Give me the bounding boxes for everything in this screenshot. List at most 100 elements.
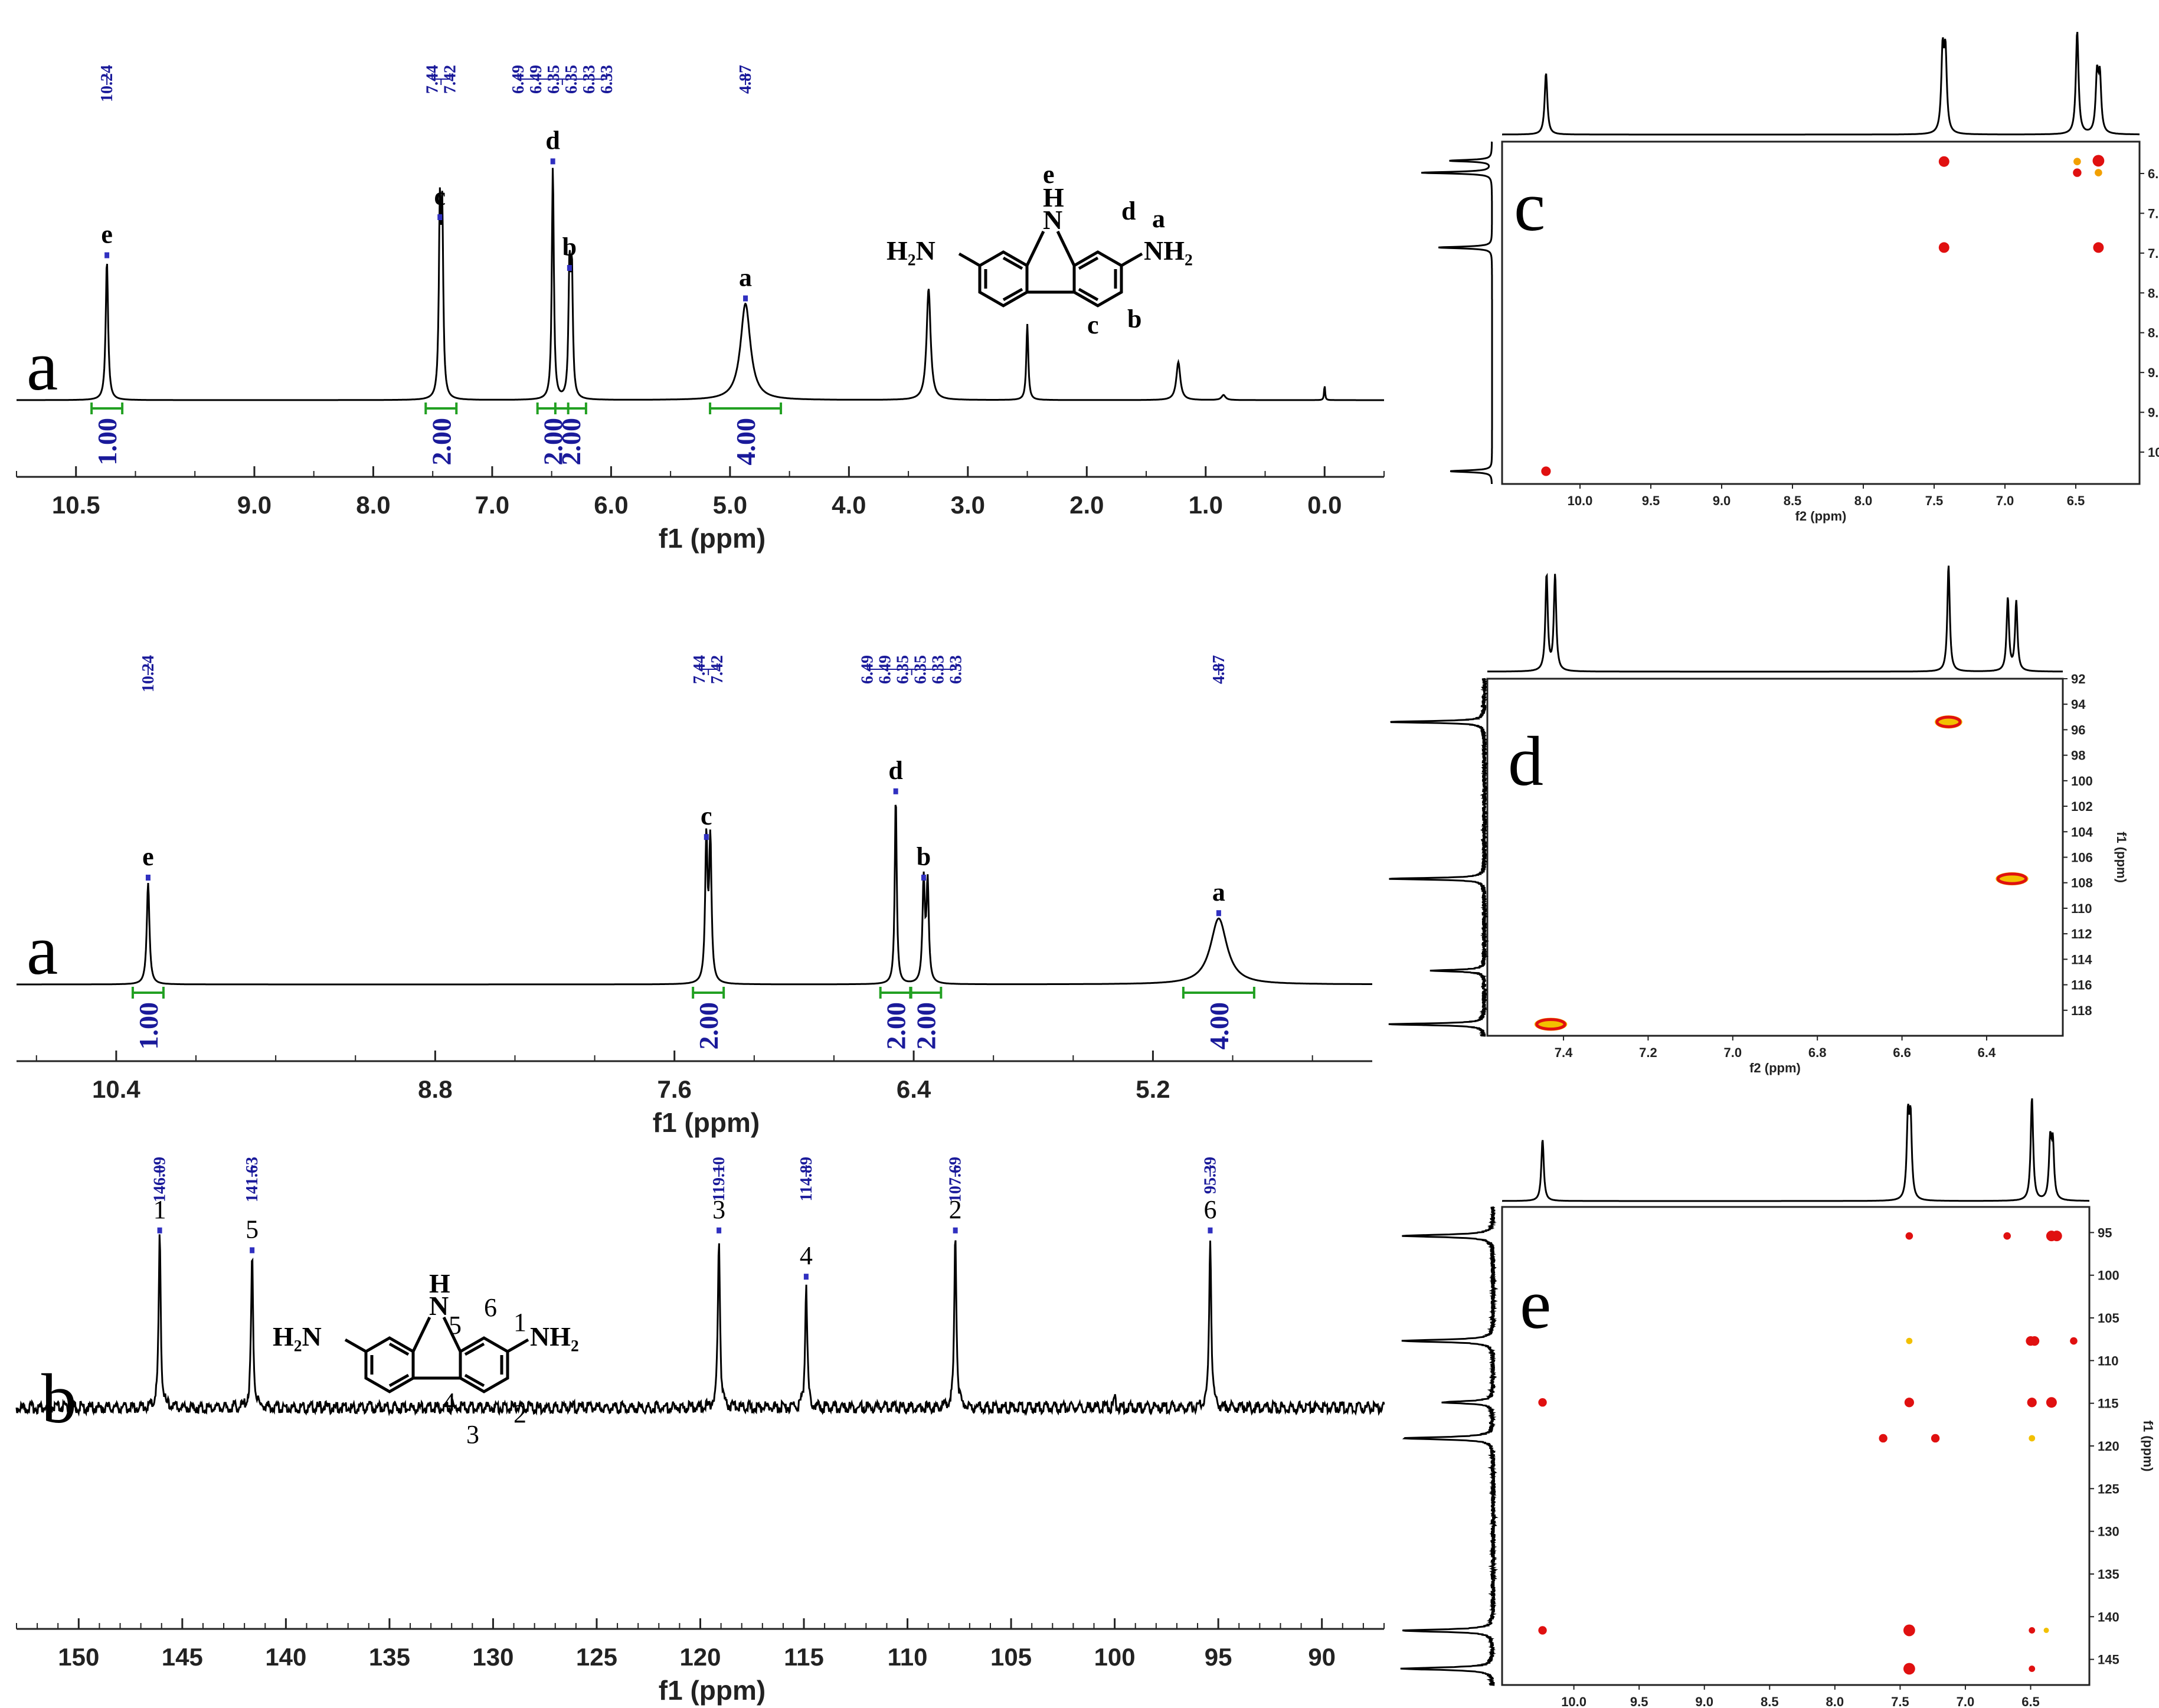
x-tick-label: 105 <box>990 1643 1032 1671</box>
left-projection <box>1388 678 1490 1037</box>
left-projection <box>1421 141 1493 484</box>
peak-label-e: e <box>142 842 154 871</box>
structure-num-2: 2 <box>513 1399 526 1428</box>
panel-e-hmbc-2d-spectrum: 10.09.59.08.58.07.57.06.5f2 (ppm)9510010… <box>1400 1098 2155 1708</box>
x-tick-label: 8.5 <box>1784 493 1802 508</box>
plot-frame <box>1501 1206 2091 1686</box>
structure-n-atom: N <box>429 1291 449 1321</box>
integral-value: 4.00 <box>1204 1002 1234 1050</box>
structure-right-amine: NH₂ <box>1144 235 1193 266</box>
x-tick-label: 9.5 <box>1630 1694 1648 1708</box>
y-tick-label: 98 <box>2071 748 2085 763</box>
cross-peak <box>2046 1397 2057 1408</box>
cross-peak <box>2073 158 2081 166</box>
x-tick-label: 10.0 <box>1568 493 1593 508</box>
x-tick-label: 95 <box>1205 1643 1232 1671</box>
structure-num-3: 3 <box>466 1420 479 1449</box>
x-axis-title: f2 (ppm) <box>1795 509 1847 523</box>
structure-label-c: c <box>1087 310 1099 339</box>
x-tick-label: 6.4 <box>897 1075 931 1103</box>
y-tick-label: 106 <box>2071 850 2093 865</box>
peak-marker <box>567 265 572 271</box>
plot-frame <box>1501 140 2141 485</box>
y-tick-label: 10.0 <box>2148 445 2159 460</box>
y-tick-label: 114 <box>2071 952 2092 967</box>
x-tick-label: 8.0 <box>1854 493 1873 508</box>
y-tick-label: 96 <box>2071 722 2085 737</box>
peak-label-c: c <box>434 182 446 211</box>
cross-peak <box>1906 1337 1913 1344</box>
x-tick-label: 6.0 <box>594 491 628 519</box>
cross-peak <box>2030 1336 2040 1346</box>
x-tick-label: 3.0 <box>951 491 985 519</box>
left-projection <box>1400 1206 1499 1686</box>
x-tick-label: 10.5 <box>52 491 100 519</box>
cross-peak <box>1996 872 2028 885</box>
x-tick-label: 7.0 <box>1957 1694 1975 1708</box>
y-tick-label: 120 <box>2098 1439 2119 1454</box>
integral-value: 2.00 <box>694 1002 724 1050</box>
x-tick-label: 8.5 <box>1761 1694 1779 1708</box>
structure-left-amine: H₂N <box>887 235 935 266</box>
panel-label: c <box>1514 167 1545 246</box>
structure-label-b: b <box>1127 305 1141 333</box>
panel-label: b <box>41 1359 77 1438</box>
structure-num-1: 1 <box>513 1308 526 1337</box>
top-projection <box>1487 565 2063 673</box>
panel-label: e <box>1520 1265 1551 1343</box>
y-tick-label: 8.0 <box>2148 286 2159 300</box>
shift-label: 107.69 <box>947 1157 965 1202</box>
panel-label: d <box>1508 722 1543 800</box>
x-tick-label: 8.8 <box>418 1075 452 1103</box>
y-tick-label: 115 <box>2098 1396 2119 1411</box>
shift-bracket <box>431 73 451 85</box>
x-tick-label: 6.4 <box>1978 1045 1996 1060</box>
peak-marker <box>953 1227 958 1233</box>
x-tick-label: 6.6 <box>1893 1045 1911 1060</box>
x-tick-label: 9.0 <box>1695 1694 1713 1708</box>
peak-label-d: d <box>888 756 902 785</box>
peak-marker <box>921 875 926 881</box>
shift-bracket <box>517 73 607 85</box>
structure-bonds <box>958 230 1143 307</box>
peak-label-3: 3 <box>712 1195 725 1224</box>
shift-label: 114.89 <box>797 1157 816 1201</box>
shift-bracket <box>699 663 718 675</box>
plot-frame <box>1486 678 2064 1037</box>
cross-peak <box>2029 1666 2036 1672</box>
peak-marker <box>743 295 748 302</box>
structure-nh-hydrogen: H <box>429 1268 450 1298</box>
peak-label-a: a <box>1212 878 1225 907</box>
y-axis-title: f1 (ppm) <box>2141 1421 2155 1472</box>
x-tick-label: 2.0 <box>1069 491 1104 519</box>
structure-left-amine: H₂N <box>273 1321 322 1352</box>
peak-label-4: 4 <box>800 1241 813 1270</box>
x-tick-label: 10.4 <box>92 1075 140 1103</box>
y-tick-label: 95 <box>2098 1225 2112 1240</box>
y-tick-label: 94 <box>2071 697 2086 712</box>
x-tick-label: 5.2 <box>1136 1075 1170 1103</box>
cross-peak <box>1879 1434 1888 1443</box>
y-tick-label: 140 <box>2098 1609 2119 1624</box>
peak-label-d: d <box>545 126 560 155</box>
integral-value: 1.00 <box>92 418 122 466</box>
x-tick-label: 8.0 <box>356 491 390 519</box>
cross-peak <box>1931 1434 1940 1443</box>
peak-marker <box>1216 910 1221 917</box>
integral-value: 2.00 <box>911 1002 941 1050</box>
x-axis-title: f1 (ppm) <box>659 1675 766 1706</box>
peak-label-c: c <box>701 801 712 830</box>
x-tick-label: 90 <box>1308 1643 1336 1671</box>
cross-peak <box>1538 1398 1547 1407</box>
peak-marker <box>437 214 443 220</box>
peak-label-6: 6 <box>1203 1195 1216 1224</box>
peak-marker <box>717 1227 722 1233</box>
peak-marker <box>104 252 110 259</box>
top-projection <box>1502 1098 2089 1202</box>
x-tick-label: 7.4 <box>1555 1045 1573 1060</box>
y-tick-label: 92 <box>2071 672 2085 686</box>
peak-marker <box>803 1274 809 1280</box>
